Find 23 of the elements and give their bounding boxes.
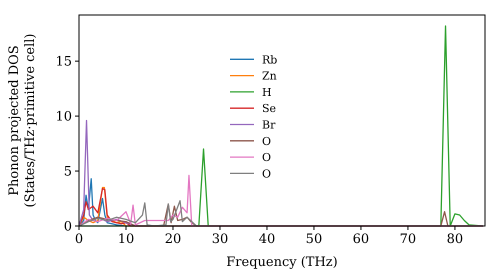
y-tick-label: 15 [55,54,72,70]
legend-label: Br [262,118,276,132]
y-axis-title: Phonon projected DOS (States/THz·primitive cell) [7,33,38,208]
y-tick-label: 0 [64,220,72,234]
legend-label: O [262,167,272,180]
x-tick-label: 30 [212,232,228,247]
x-tick-label: 60 [352,232,370,247]
x-tick-label: 40 [258,232,276,247]
x-tick-label: 80 [446,232,464,247]
legend-label: Zn [262,70,277,83]
x-axis-title: Frequency (THz) [226,255,338,270]
y-tick-label: 10 [55,110,72,125]
legend-label: Se [262,102,276,116]
legend-label: H [262,86,272,99]
x-tick-label: 50 [306,232,322,247]
x-tick-label: 10 [118,232,134,247]
legend-label: O [262,151,272,164]
legend-label: O [262,134,272,148]
legend-label: Rb [262,53,278,66]
x-tick-label: 20 [164,232,182,247]
x-tick-label: 0 [74,232,84,247]
x-tick-label: 70 [400,232,416,247]
y-tick-label: 5 [64,164,72,180]
